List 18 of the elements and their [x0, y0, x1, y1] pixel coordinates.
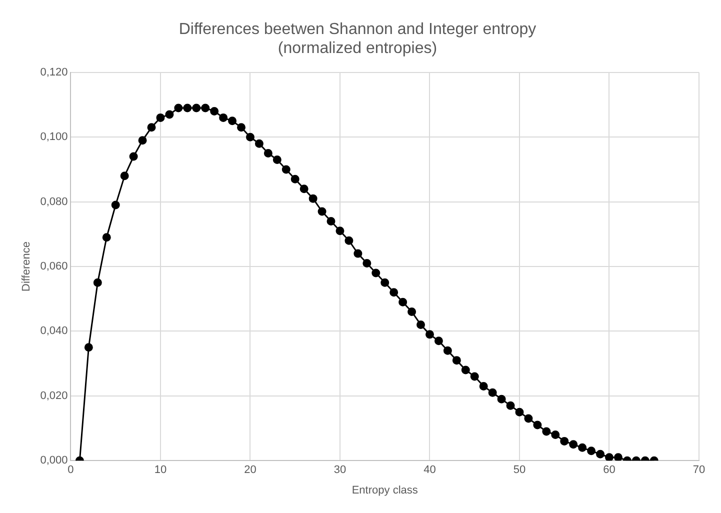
y-tick-label: 0,100	[40, 131, 68, 144]
x-tick-label: 0	[68, 464, 74, 476]
x-tick-label: 30	[334, 464, 346, 476]
x-tick-label: 70	[692, 464, 706, 476]
y-axis-title: Difference	[20, 242, 33, 292]
x-axis-title: Entropy class	[352, 484, 418, 496]
y-tick-label: 0,120	[40, 66, 68, 78]
chart-title: Differences beetwen Shannon and Integer entropy (normalized entropies)	[178, 21, 536, 58]
x-tick-label: 40	[424, 464, 436, 476]
y-tick-label: 0,080	[40, 196, 68, 208]
y-tick-label: 0,020	[40, 390, 68, 402]
x-tick-label: 10	[154, 464, 167, 476]
y-tick-label: 0,060	[40, 260, 68, 273]
y-tick-label: 0,000	[40, 454, 68, 467]
x-tick-label: 60	[603, 464, 616, 476]
x-tick-label: 20	[244, 464, 256, 476]
x-tick-label: 50	[513, 464, 526, 476]
y-tick-label: 0,040	[40, 325, 68, 338]
